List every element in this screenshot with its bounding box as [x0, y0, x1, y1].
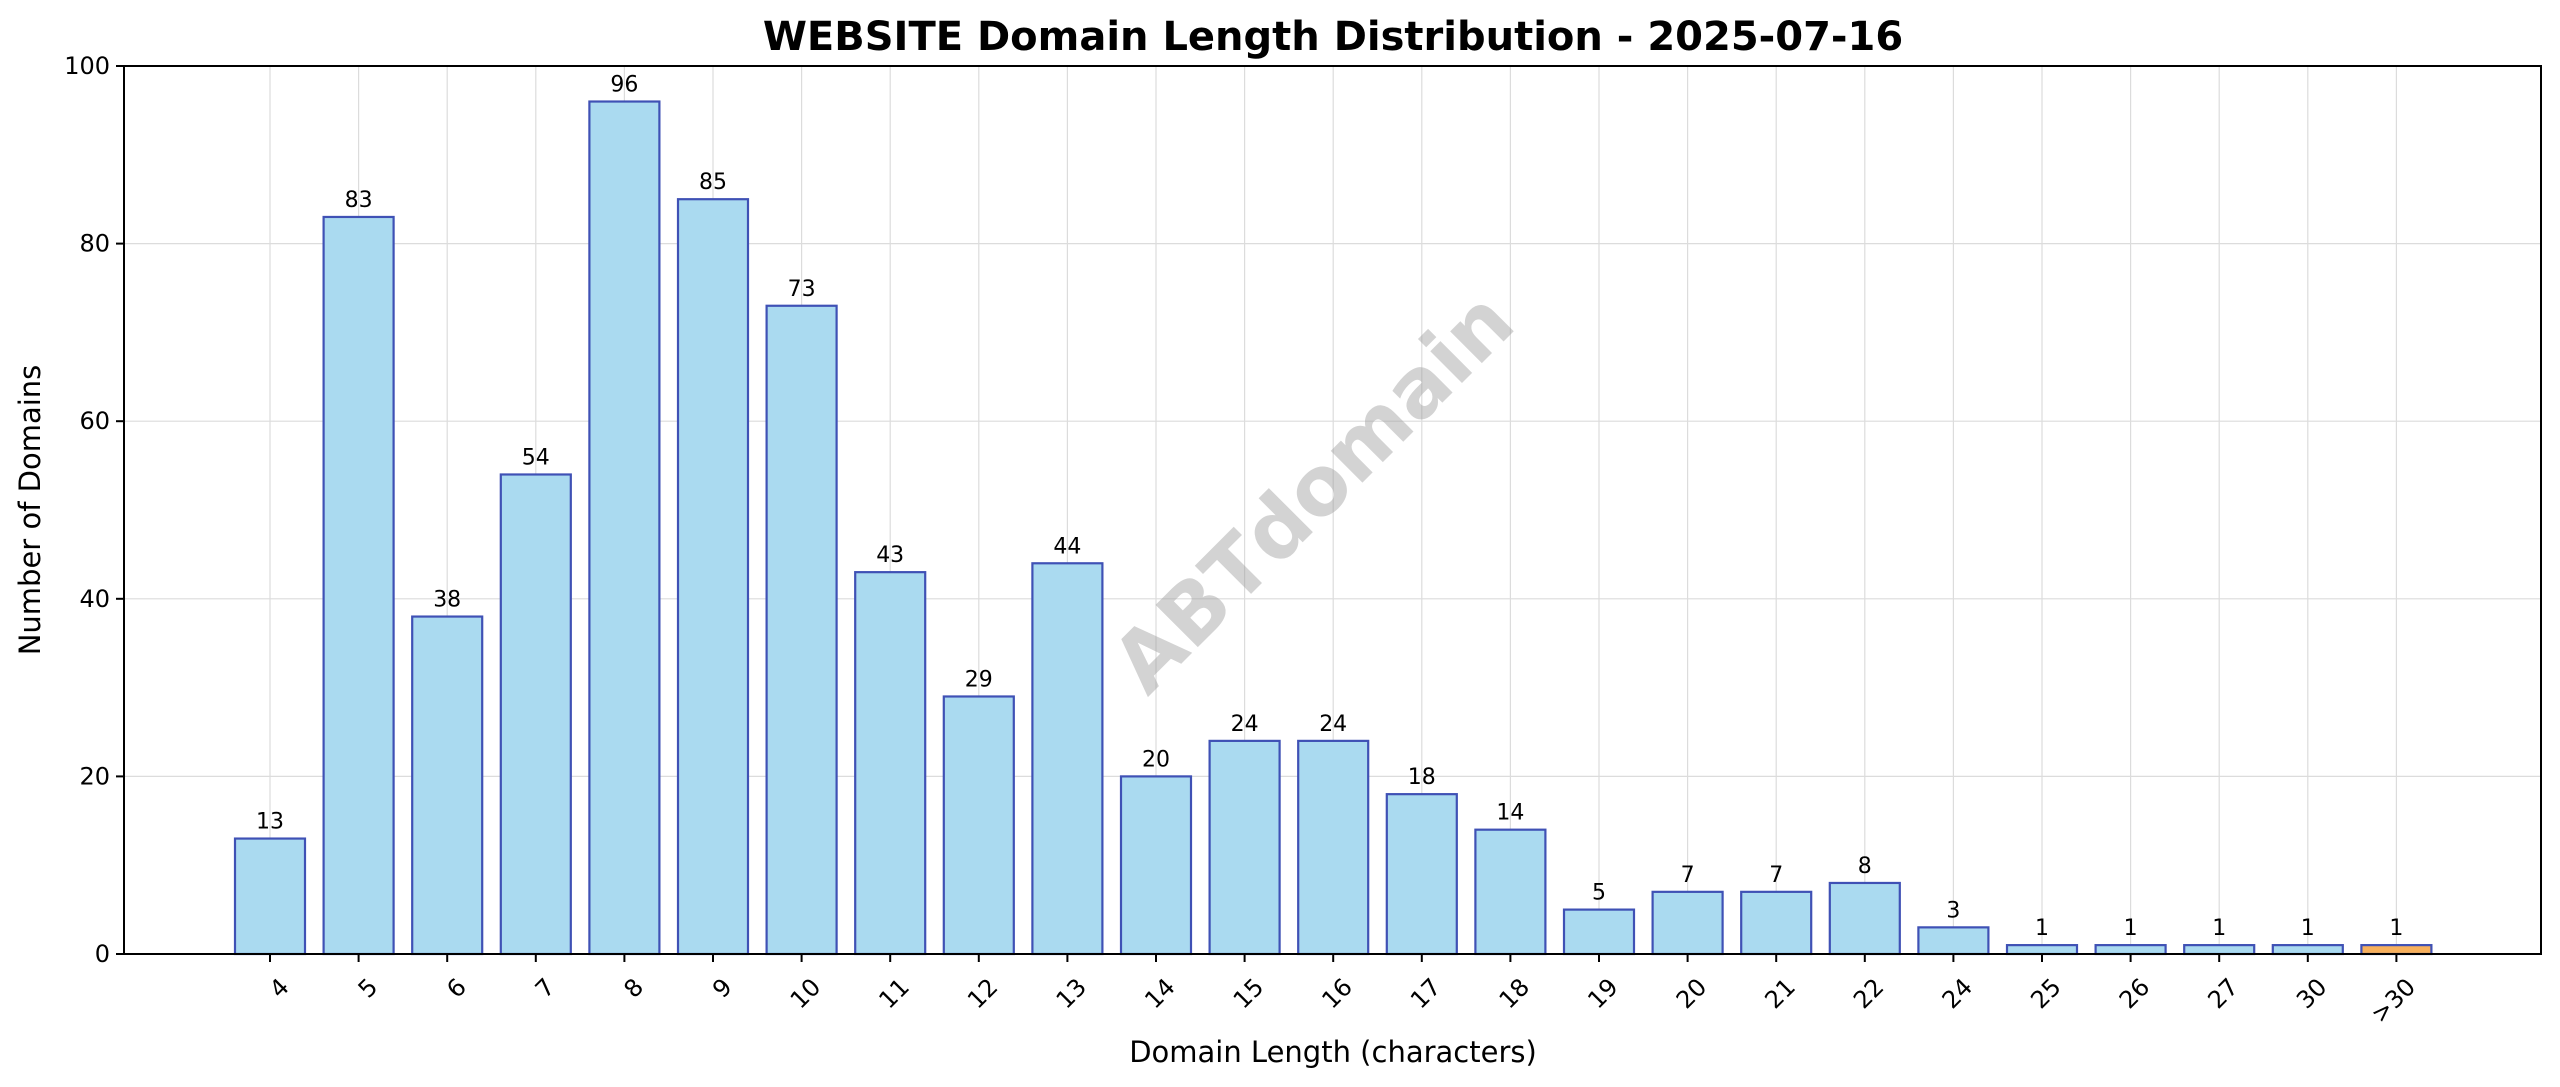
- bar: [1651, 890, 1724, 956]
- data-label: 7: [1681, 863, 1695, 888]
- bar: [2005, 944, 2079, 956]
- data-label: 96: [610, 73, 638, 98]
- data-label: 13: [256, 810, 284, 835]
- bar: [1917, 926, 1990, 956]
- data-label: 3: [1946, 898, 1960, 923]
- bar: [942, 695, 1015, 956]
- data-label: 83: [345, 188, 373, 213]
- data-label: 85: [699, 170, 727, 195]
- y-tick-label: 40: [79, 585, 110, 613]
- data-label: 14: [1496, 801, 1524, 826]
- x-tick-label: 21: [1759, 973, 1800, 1014]
- x-tick-label: 4: [264, 973, 295, 1004]
- bar: [2271, 944, 2344, 956]
- bar: [588, 100, 661, 956]
- bar: [1828, 881, 1901, 956]
- bars: [233, 100, 2433, 956]
- y-tick-label: 60: [79, 407, 110, 435]
- data-label: 73: [788, 277, 816, 302]
- y-tick-label: 100: [64, 52, 110, 80]
- x-tick-label: >30: [2365, 973, 2421, 1029]
- data-label: 44: [1053, 534, 1081, 559]
- x-tick-label: 5: [353, 973, 384, 1004]
- y-tick-label: 20: [79, 762, 110, 790]
- data-label: 5: [1592, 881, 1606, 906]
- y-axis-ticks: 0 20 40 60 80 100: [64, 52, 124, 968]
- data-label: 1: [2212, 916, 2226, 941]
- x-tick-label: 6: [441, 973, 472, 1004]
- y-tick-label: 0: [95, 940, 110, 968]
- bar: [1208, 739, 1281, 956]
- watermark: ABTdomain: [1095, 274, 1533, 712]
- x-tick-label: 30: [2291, 973, 2332, 1014]
- bar: [233, 837, 307, 956]
- bar: [854, 571, 927, 956]
- bar: [499, 473, 572, 956]
- x-tick-label: 12: [962, 973, 1003, 1014]
- x-tick-label: 14: [1139, 973, 1180, 1014]
- bar: [1119, 775, 1193, 956]
- x-tick-label: 27: [2202, 973, 2243, 1014]
- y-axis-label: Number of Domains: [13, 365, 47, 656]
- data-label: 20: [1142, 747, 1170, 772]
- x-tick-label: 22: [1848, 973, 1889, 1014]
- bar: [1474, 828, 1547, 956]
- bar: [2094, 944, 2167, 956]
- bar: [1385, 793, 1458, 956]
- data-label: 1: [2301, 916, 2315, 941]
- x-tick-label: 11: [873, 973, 914, 1014]
- x-tick-label: 10: [785, 973, 826, 1014]
- bar: [2360, 944, 2433, 956]
- bar: [1031, 562, 1104, 956]
- data-label: 38: [433, 588, 461, 613]
- data-label: 1: [2389, 916, 2403, 941]
- data-label: 24: [1319, 712, 1347, 737]
- data-label: 18: [1408, 765, 1436, 790]
- data-label: 29: [965, 667, 993, 692]
- x-tick-label: 26: [2114, 973, 2155, 1014]
- x-axis-label: Domain Length (characters): [1129, 1035, 1537, 1069]
- x-tick-label: 8: [618, 973, 649, 1004]
- data-label: 7: [1769, 863, 1783, 888]
- x-axis-ticks: 4 5 6 7 8 9 10 11 12 13 14 15 16 17 18 19 20 21 22 24 25 26 27…: [264, 954, 2421, 1029]
- x-tick-label: 20: [1671, 973, 1712, 1014]
- x-tick-label: 15: [1228, 973, 1269, 1014]
- x-tick-label: 9: [707, 973, 738, 1004]
- chart-title: WEBSITE Domain Length Distribution - 202…: [763, 14, 1903, 60]
- bar: [322, 215, 395, 956]
- bar: [1740, 890, 1813, 956]
- x-tick-label: 13: [1051, 973, 1092, 1014]
- bar: [765, 304, 838, 956]
- x-tick-label: 25: [2025, 973, 2066, 1014]
- x-tick-label: 16: [1316, 973, 1357, 1014]
- bar: [2183, 944, 2256, 956]
- data-label: 8: [1858, 854, 1872, 879]
- data-label: 43: [876, 543, 904, 568]
- x-tick-label: 17: [1405, 973, 1446, 1014]
- x-tick-label: 24: [1937, 973, 1978, 1014]
- data-label: 24: [1231, 712, 1259, 737]
- bar: [676, 198, 750, 956]
- y-tick-label: 80: [79, 230, 110, 258]
- bar: [1562, 908, 1636, 956]
- data-label: 1: [2035, 916, 2049, 941]
- data-label: 54: [522, 445, 550, 470]
- data-label: 1: [2124, 916, 2138, 941]
- x-tick-label: 18: [1494, 973, 1535, 1014]
- x-tick-label: 19: [1582, 973, 1623, 1014]
- bar: [411, 615, 484, 956]
- x-tick-label: 7: [530, 973, 561, 1004]
- bar: [1297, 739, 1370, 956]
